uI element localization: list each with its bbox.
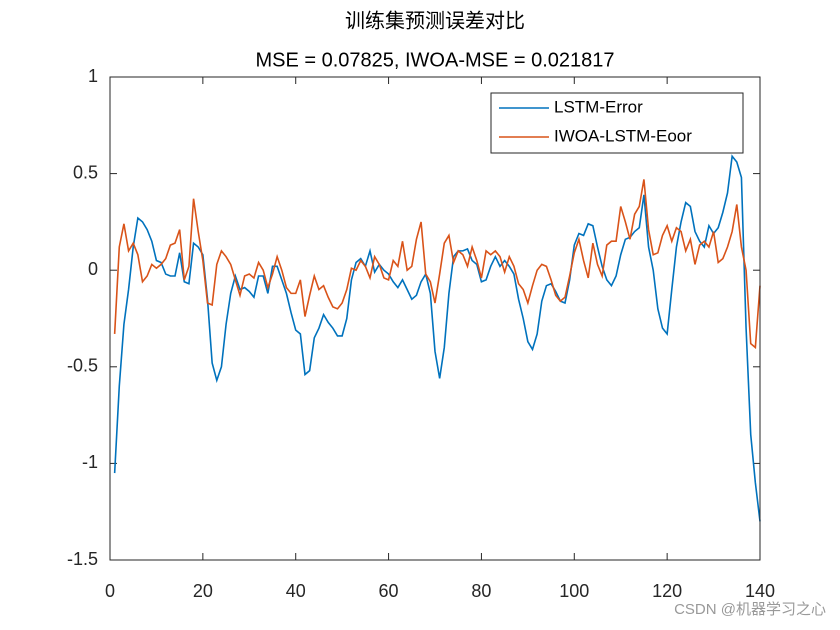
axes-box — [109, 76, 761, 561]
x-tick-label: 20 — [193, 581, 213, 601]
legend-label: IWOA-LSTM-Eoor — [554, 126, 692, 145]
chart-subtitle: MSE = 0.07825, IWOA-MSE = 0.021817 — [255, 49, 614, 71]
plot-area — [110, 77, 760, 560]
y-tick-label: -0.5 — [67, 356, 98, 376]
x-tick-label: 140 — [745, 581, 775, 601]
y-tick-label: -1 — [82, 452, 98, 472]
legend-box — [490, 92, 744, 154]
x-tick-label: 60 — [379, 581, 399, 601]
watermark: CSDN @机器学习之心 — [674, 601, 826, 618]
legend-label: LSTM-Error — [554, 97, 643, 116]
y-tick-label: 1 — [88, 66, 98, 86]
data-line — [113, 179, 761, 350]
x-tick-label: 100 — [559, 581, 589, 601]
x-tick-label: 80 — [471, 581, 491, 601]
y-tick-label: -1.5 — [67, 549, 98, 569]
x-tick-label: 40 — [286, 581, 306, 601]
x-tick-label: 120 — [652, 581, 682, 601]
x-tick-label: 0 — [105, 581, 115, 601]
y-tick-label: 0 — [88, 259, 98, 279]
chart-title: 训练集预测误差对比 — [345, 9, 525, 32]
data-line — [113, 154, 761, 522]
y-tick-label: 0.5 — [73, 162, 98, 182]
